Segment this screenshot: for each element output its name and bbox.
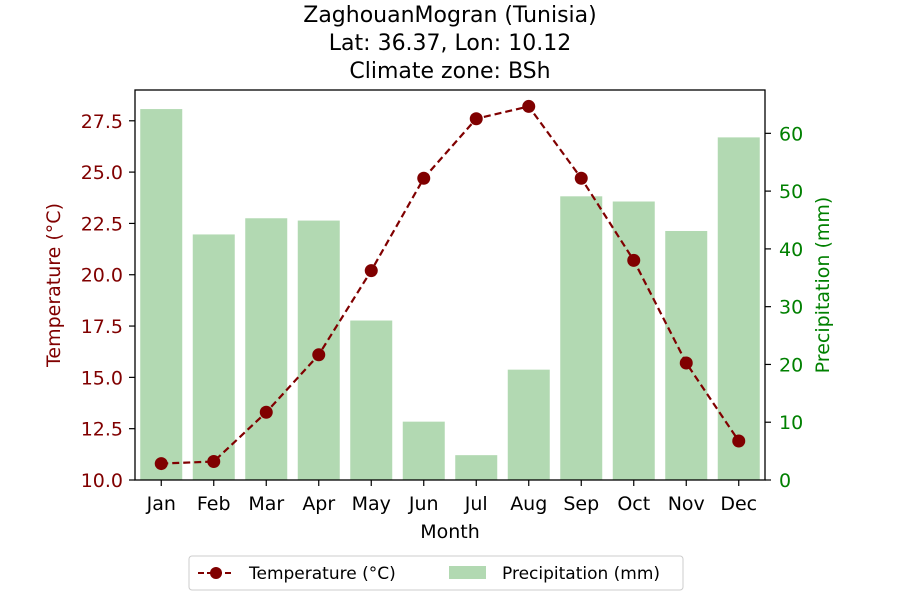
- right-axis-label: Precipitation (mm): [812, 197, 834, 374]
- right-tick-label: 20: [779, 354, 803, 376]
- x-tick-label-sep: Sep: [563, 493, 599, 515]
- precipitation-bar-nov: [665, 230, 708, 480]
- precipitation-bar-aug: [507, 369, 550, 480]
- temperature-point-jun: [417, 171, 431, 185]
- x-axis-label: Month: [420, 521, 480, 543]
- precipitation-bar-sep: [560, 196, 603, 481]
- x-tick-label-dec: Dec: [720, 493, 757, 515]
- temperature-line: [154, 99, 746, 471]
- temperature-point-sep: [574, 171, 588, 185]
- left-tick-label: 17.5: [81, 316, 123, 338]
- temperature-point-nov: [679, 356, 693, 370]
- temperature-point-oct: [627, 253, 641, 267]
- precipitation-bar-oct: [612, 201, 655, 480]
- x-tick-label-jan: Jan: [146, 493, 176, 515]
- right-tick-label: 50: [779, 181, 803, 203]
- left-tick-label: 15.0: [81, 367, 123, 389]
- precipitation-bar-dec: [717, 137, 760, 480]
- legend: Temperature (°C) Precipitation (mm): [188, 555, 684, 591]
- x-tick-label-jun: Jun: [408, 493, 439, 515]
- x-tick-label-oct: Oct: [617, 493, 650, 515]
- x-axis: Jan Feb Mar Apr May Jun Jul Aug Sep Oct Nov Dec: [146, 480, 757, 515]
- legend-box: [188, 555, 684, 591]
- temperature-point-jul: [469, 112, 483, 126]
- right-tick-label: 0: [779, 470, 791, 492]
- chart-title: ZaghouanMogran (Tunisia) Lat: 36.37, Lon:…: [303, 3, 596, 84]
- legend-temperature-label: Temperature (°C): [248, 564, 396, 584]
- left-tick-label: 20.0: [81, 265, 123, 287]
- right-tick-label: 10: [779, 412, 803, 434]
- right-tick-label: 60: [779, 123, 803, 145]
- right-y-axis: 0 10 20 30 40 50 60: [765, 123, 803, 492]
- left-tick-label: 12.5: [81, 419, 123, 441]
- precipitation-bars: [140, 109, 760, 481]
- temperature-point-dec: [732, 434, 746, 448]
- left-tick-label: 27.5: [81, 111, 123, 133]
- left-tick-label: 22.5: [81, 213, 123, 235]
- left-tick-label: 10.0: [81, 470, 123, 492]
- precipitation-bar-feb: [192, 234, 235, 480]
- temperature-point-jan: [154, 457, 168, 471]
- x-tick-label-nov: Nov: [668, 493, 705, 515]
- temperature-point-apr: [312, 348, 326, 362]
- left-axis-label: Temperature (°C): [43, 203, 65, 368]
- temperature-point-may: [364, 264, 378, 278]
- temperature-point-mar: [259, 405, 273, 419]
- legend-precipitation-swatch: [449, 566, 486, 579]
- x-tick-label-jul: Jul: [464, 493, 488, 515]
- precipitation-bar-jan: [140, 109, 183, 481]
- plot-frame: [134, 89, 766, 481]
- precipitation-bar-jul: [455, 455, 498, 480]
- chart-title-line-1: ZaghouanMogran (Tunisia): [303, 3, 596, 28]
- right-tick-label: 30: [779, 297, 803, 319]
- precipitation-bar-jun: [402, 421, 445, 480]
- x-tick-label-feb: Feb: [197, 493, 231, 515]
- chart-title-line-2: Lat: 36.37, Lon: 10.12: [329, 31, 571, 56]
- precipitation-bar-mar: [245, 218, 288, 480]
- precipitation-bar-may: [350, 320, 393, 480]
- temperature-series-line: [161, 105, 740, 465]
- x-tick-label-aug: Aug: [510, 493, 547, 515]
- chart-title-line-3: Climate zone: BSh: [349, 59, 550, 84]
- legend-precipitation-label: Precipitation (mm): [502, 564, 660, 584]
- x-tick-label-apr: Apr: [302, 493, 335, 515]
- left-tick-label: 25.0: [81, 162, 123, 184]
- x-tick-label-mar: Mar: [248, 493, 284, 515]
- x-tick-label-may: May: [352, 493, 391, 515]
- left-y-axis: 10.0 12.5 15.0 17.5 20.0 22.5 25.0 27.5: [81, 111, 135, 492]
- right-tick-label: 40: [779, 239, 803, 261]
- temperature-point-feb: [207, 455, 221, 469]
- legend-temperature-marker: [210, 567, 222, 579]
- temperature-point-aug: [522, 99, 536, 113]
